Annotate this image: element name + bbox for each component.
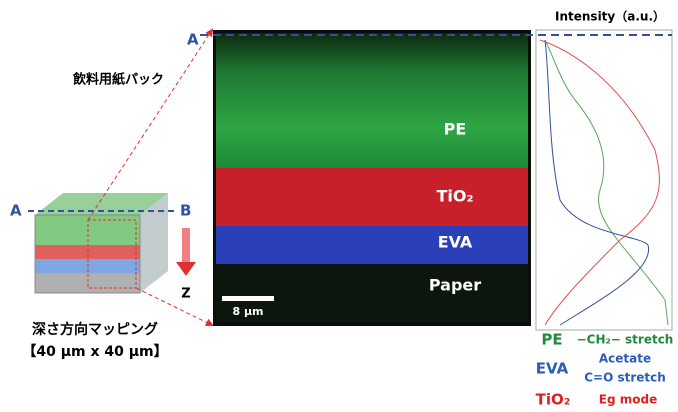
legend-desc: −CH₂− stretch	[577, 333, 674, 347]
marker-a-top: A	[187, 31, 199, 49]
caption: 【40 μm x 40 μm】	[22, 344, 167, 360]
sample-cube	[28, 193, 175, 293]
legend-desc: Eg mode	[599, 393, 657, 407]
sample-title: 飲料用紙パック	[72, 72, 164, 88]
legend-name: EVA	[536, 360, 569, 378]
marker-b: B	[180, 202, 191, 220]
intensity-label: Intensity（a.u.）	[555, 9, 665, 24]
raman-map	[213, 30, 531, 326]
depth-arrow	[182, 228, 190, 264]
scale-bar-label: 8 μm	[232, 305, 263, 318]
layer-label: TiO₂	[436, 187, 473, 206]
legend-desc: Acetate	[599, 352, 651, 366]
layer-label: EVA	[438, 233, 473, 252]
legend-desc: C=O stretch	[584, 371, 666, 385]
guide-line	[88, 30, 212, 220]
marker-a: A	[10, 202, 22, 220]
depth-arrow-head	[176, 262, 196, 276]
legend-name: PE	[541, 331, 562, 349]
layer-label: PE	[444, 120, 467, 139]
caption: 深さ方向マッピング	[32, 321, 158, 338]
guide-line	[136, 288, 212, 325]
figure: 飲料用紙パック A B Z 深さ方向マッピング 【40 μm x 40 μm】 …	[0, 0, 678, 412]
legend-name: TiO₂	[536, 391, 571, 409]
axis-z: Z	[181, 287, 190, 302]
intensity-profile	[536, 30, 672, 330]
layer-label: Paper	[429, 276, 481, 295]
